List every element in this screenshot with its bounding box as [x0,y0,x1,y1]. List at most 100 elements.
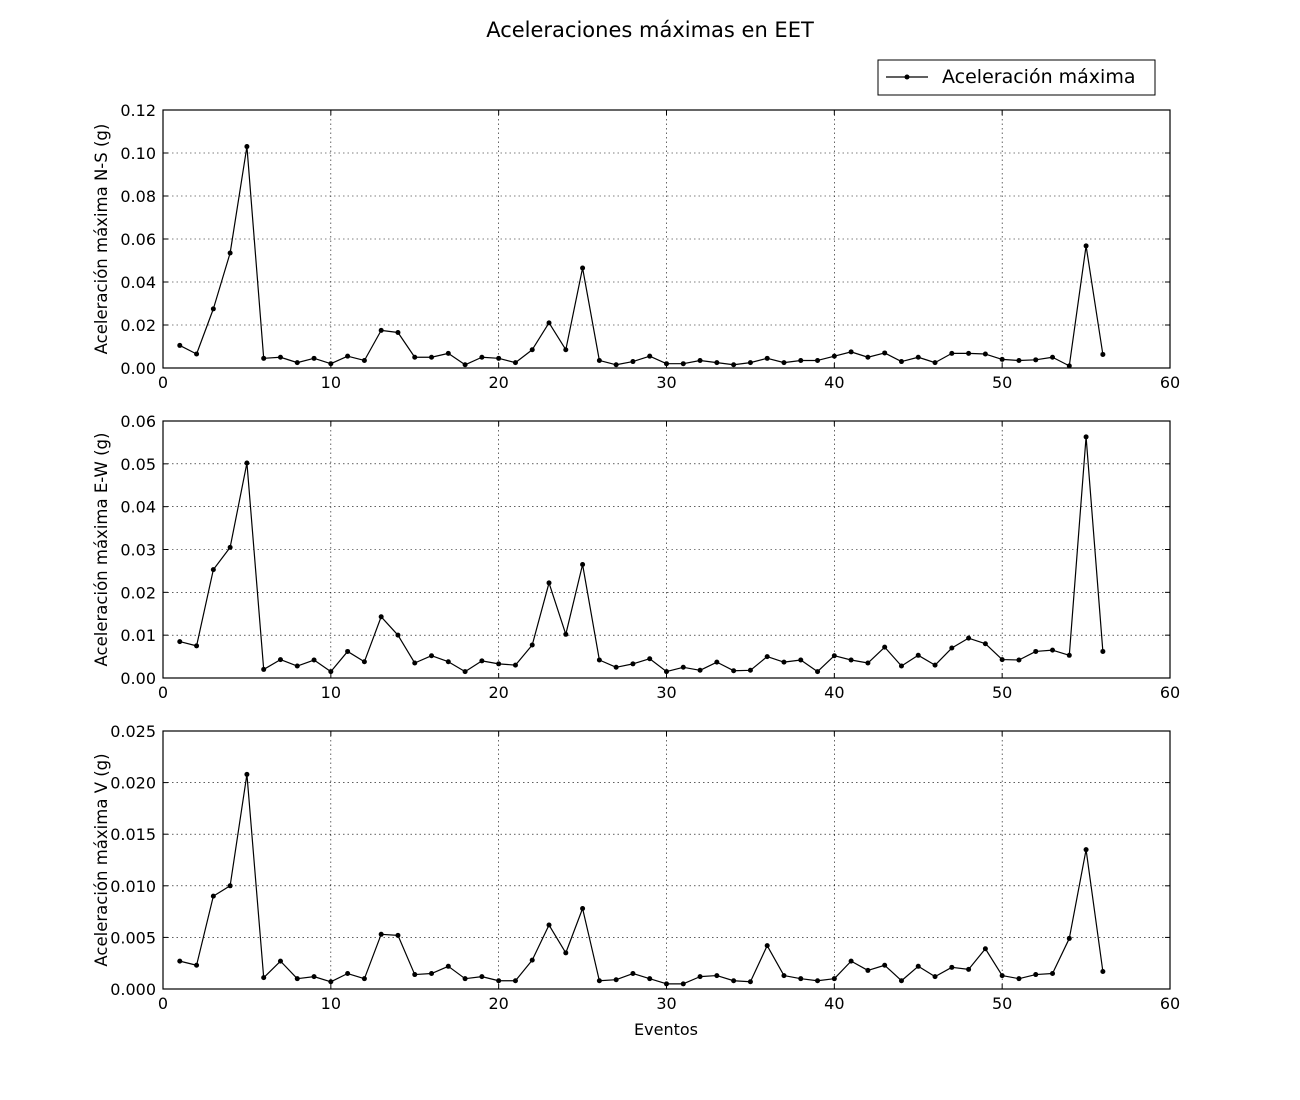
v-data-point [328,979,334,985]
ns-data-point [345,353,351,359]
v-x-tick-label: 40 [824,994,844,1013]
ew-y-tick-label: 0.01 [120,626,156,645]
v-data-point [512,978,518,984]
ns-data-point [898,359,904,365]
ns-y-tick-label: 0.04 [120,273,156,292]
ew-y-tick-label: 0.04 [120,498,156,517]
v-data-point [999,973,1005,979]
panel-ns: 0 10 20 30 40 50 60 0.00 0.02 0.04 0.06 0.08 0.10 0.1… [92,101,1180,392]
ns-data-point [177,342,183,348]
v-x-tick-label: 0 [158,994,168,1013]
v-y-axis-label: Aceleración máxima V (g) [92,753,111,966]
ew-data-point [764,654,770,660]
ns-data-point [1016,357,1022,363]
ew-data-point [529,642,535,648]
v-data-point [378,931,384,937]
ew-data-point [261,666,267,672]
ew-y-tick-label: 0.02 [120,583,156,602]
ew-y-tick-label: 0.05 [120,455,156,474]
ew-data-point [714,659,720,665]
ns-data-point [1083,243,1089,249]
v-data-point [798,976,804,982]
ns-x-tick-label: 10 [321,373,341,392]
ew-data-point [563,631,569,637]
ew-data-point [949,645,955,651]
v-data-point [966,966,972,972]
ns-data-point [412,354,418,360]
ns-data-point [865,354,871,360]
ew-data-point [429,653,435,659]
v-data-point [294,976,300,982]
ew-data-point [412,660,418,666]
ns-data-point [445,350,451,356]
ew-data-point [580,561,586,567]
v-data-point [1100,968,1106,974]
ns-data-point [747,360,753,366]
ns-data-point [613,362,619,368]
v-x-tick-label: 50 [992,994,1012,1013]
legend-marker-sample [904,74,910,80]
ew-x-tick-label: 60 [1160,683,1180,702]
ew-data-point [1033,648,1039,654]
ns-x-tick-label: 30 [656,373,676,392]
v-plot-area [163,731,1170,989]
v-data-point [345,971,351,977]
ew-data-point [361,659,367,665]
ns-data-point [479,354,485,360]
v-data-point [361,976,367,982]
ew-data-point [294,663,300,669]
v-data-point [1066,935,1072,941]
v-y-tick-label: 0.010 [110,877,156,896]
ew-axes-frame [162,420,1171,679]
ns-data-point [949,350,955,356]
v-data-point [915,963,921,969]
ew-data-point [982,641,988,647]
ew-data-point [177,639,183,645]
ns-x-tick-label: 20 [488,373,508,392]
ns-data-point [798,357,804,363]
v-y-tick-label: 0.020 [110,774,156,793]
v-x-tick-label: 30 [656,994,676,1013]
ns-data-point [1100,351,1106,357]
ns-data-point [764,355,770,361]
ns-y-tick-label: 0.10 [120,144,156,163]
ns-data-point [982,351,988,357]
ns-data-point [999,356,1005,362]
ew-x-tick-label: 10 [321,683,341,702]
ew-data-point [277,657,283,663]
ew-data-point [596,657,602,663]
panel-v: 0 10 20 30 40 50 60 0.000 0.005 0.010 0.015 0.020 0.… [92,722,1180,1013]
v-data-point [680,981,686,987]
ns-data-point [395,330,401,336]
ns-y-tick-label: 0.06 [120,230,156,249]
v-data-point [429,971,435,977]
v-data-point [1083,847,1089,853]
ns-data-point [647,353,653,359]
v-data-point [244,771,250,777]
ew-data-point [512,662,518,668]
ew-data-point [462,669,468,675]
ew-data-point [1066,652,1072,658]
ns-y-tick-label: 0.00 [120,359,156,378]
v-data-point [647,976,653,982]
v-data-point [462,976,468,982]
ns-data-point [244,144,250,150]
v-data-point [898,978,904,984]
v-data-point [613,977,619,983]
ew-data-point [194,643,200,649]
v-data-point [630,971,636,977]
ns-data-point [512,360,518,366]
ew-data-point [328,669,334,675]
ew-data-point [445,659,451,665]
legend-label: Aceleración máxima [942,66,1135,88]
v-data-point [932,974,938,980]
ns-y-axis-label: Aceleración máxima N-S (g) [92,124,111,355]
v-data-point [731,978,737,984]
v-data-point [848,958,854,964]
ew-data-point [395,632,401,638]
v-data-point [747,979,753,985]
ew-series-line [179,436,1104,673]
ns-data-point [563,347,569,353]
v-data-point [395,932,401,938]
